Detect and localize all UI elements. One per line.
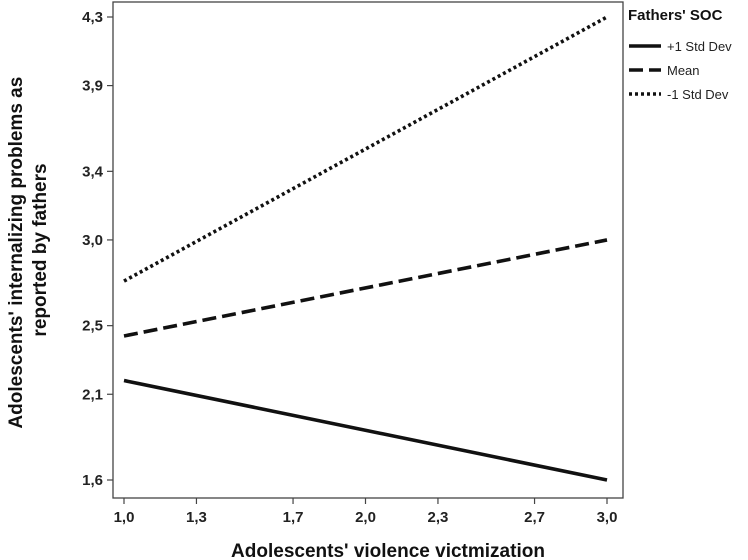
- x-tick-label: 1,0: [114, 509, 135, 526]
- legend: Fathers' SOC +1 Std Dev Mean -1 Std Dev: [628, 7, 732, 102]
- series-line: [123, 238, 608, 338]
- y-tick-label: 4,3: [82, 9, 103, 26]
- plot-frame: [112, 1, 624, 499]
- y-tick-label: 2,1: [82, 386, 103, 403]
- x-tick-label: 1,3: [186, 509, 207, 526]
- x-axis-ticks: 1,0 1,3 1,7 2,0 2,3 2,7 3,0: [114, 498, 618, 526]
- x-tick-label: 2,7: [524, 509, 545, 526]
- y-tick-label: 3,4: [82, 163, 104, 180]
- x-tick-label: 2,3: [428, 509, 449, 526]
- legend-entries: +1 Std Dev Mean -1 Std Dev: [629, 39, 732, 102]
- series-line: [123, 15, 608, 283]
- y-axis-title-line-1: Adolescents' internalizing problems as: [6, 77, 27, 429]
- legend-label: Mean: [667, 63, 700, 78]
- x-tick-label: 1,7: [283, 509, 304, 526]
- y-tick-label: 2,5: [82, 318, 103, 335]
- series-lines: [123, 15, 608, 482]
- y-tick-label: 3,0: [82, 232, 103, 249]
- x-axis-title: Adolescents' violence victmization: [231, 541, 545, 560]
- legend-label: -1 Std Dev: [667, 87, 729, 102]
- y-axis-title: Adolescents' internalizing problems as r…: [6, 71, 51, 428]
- y-axis-title-line-2: reported by fathers: [30, 163, 51, 336]
- series-line: [123, 378, 608, 482]
- legend-label: +1 Std Dev: [667, 39, 732, 54]
- x-tick-label: 3,0: [597, 509, 618, 526]
- y-tick-label: 1,6: [82, 472, 103, 489]
- x-tick-label: 2,0: [355, 509, 376, 526]
- legend-title: Fathers' SOC: [628, 7, 723, 24]
- y-tick-label: 3,9: [82, 78, 103, 95]
- y-axis-ticks: 1,6 2,1 2,5 3,0 3,4 3,9 4,3: [82, 9, 113, 489]
